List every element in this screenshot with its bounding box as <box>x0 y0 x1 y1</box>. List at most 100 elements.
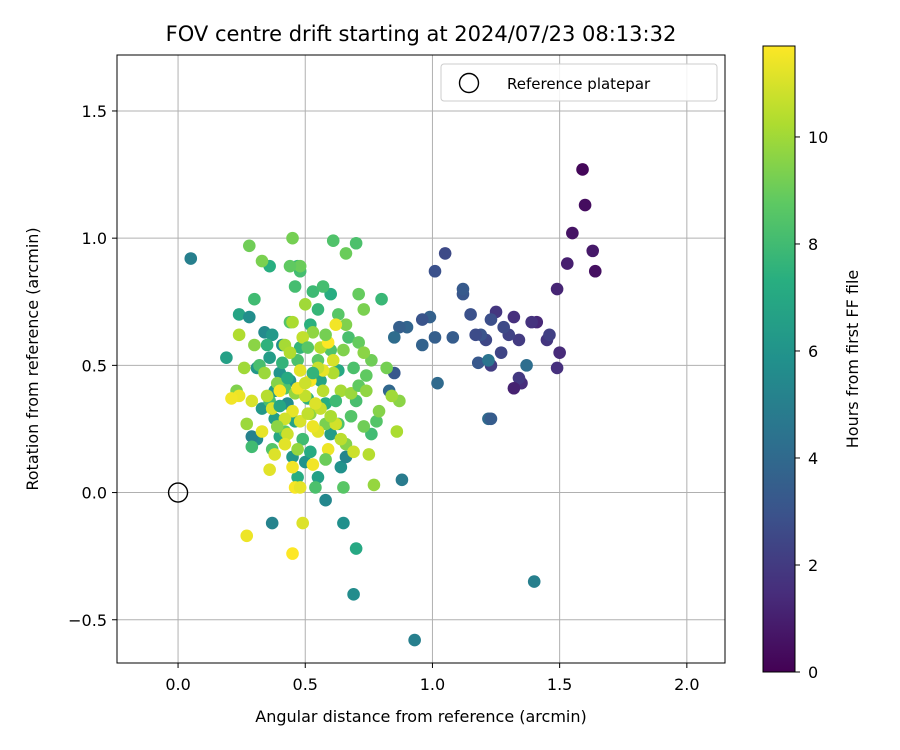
data-point <box>512 333 526 347</box>
data-point <box>408 633 421 647</box>
data-point <box>446 331 460 344</box>
colorbar-tick-label: 6 <box>808 342 818 361</box>
data-point <box>329 318 343 331</box>
data-point <box>484 412 498 426</box>
data-point <box>365 427 378 441</box>
data-point <box>553 346 566 359</box>
data-point <box>334 432 348 446</box>
legend-box <box>440 63 718 102</box>
data-point <box>367 478 381 492</box>
data-point <box>415 338 429 352</box>
y-tick-label: 0.5 <box>82 356 107 375</box>
data-point <box>286 315 299 329</box>
y-axis-label: Rotation from reference (arcmin) <box>23 227 42 490</box>
data-point <box>242 239 256 253</box>
chart-title: FOV centre drift starting at 2024/07/23 … <box>166 22 677 46</box>
x-axis-ticks: 0.0 0.5 1.0 1.5 2.0 <box>165 663 700 694</box>
data-point <box>347 361 360 375</box>
data-point <box>319 328 332 342</box>
data-point <box>237 361 251 375</box>
colorbar-gradient <box>762 45 796 673</box>
data-point <box>337 516 350 530</box>
data-point <box>415 313 429 326</box>
colorbar-ticks: 0 2 4 6 8 10 <box>795 128 828 682</box>
colorbar-label: Hours from first FF file <box>843 270 862 449</box>
data-point <box>344 387 358 400</box>
data-point <box>365 353 378 367</box>
data-point <box>578 198 592 212</box>
data-point <box>324 287 337 301</box>
data-point <box>360 369 373 382</box>
legend-marker-icon <box>458 72 480 94</box>
data-point <box>520 359 533 372</box>
data-point <box>311 470 325 484</box>
data-point <box>375 292 388 306</box>
data-point <box>550 361 564 375</box>
data-point <box>255 254 269 268</box>
data-point <box>288 280 302 293</box>
colorbar-tick-label: 0 <box>808 663 818 682</box>
data-point <box>184 252 198 265</box>
data-point <box>586 244 600 258</box>
data-point <box>393 320 406 334</box>
data-point <box>352 287 365 301</box>
data-point <box>469 328 482 342</box>
data-point <box>245 430 259 443</box>
data-point <box>428 264 442 278</box>
data-point <box>278 412 292 426</box>
data-point <box>390 425 404 438</box>
data-point <box>240 529 254 543</box>
data-point <box>566 226 579 240</box>
data-point <box>576 163 589 176</box>
data-point <box>471 356 485 370</box>
data-point <box>321 443 335 456</box>
data-point <box>258 366 271 380</box>
data-point <box>298 376 312 390</box>
data-point <box>362 448 376 461</box>
data-point <box>456 282 470 296</box>
data-point <box>380 361 393 375</box>
data-point <box>525 315 538 329</box>
data-point <box>314 374 327 387</box>
colorbar-tick-label: 2 <box>808 556 818 575</box>
data-point <box>332 308 345 321</box>
data-point <box>428 331 442 344</box>
y-tick-label: −0.5 <box>68 611 107 630</box>
data-point <box>242 310 256 324</box>
data-point <box>507 381 521 395</box>
data-point <box>301 341 315 354</box>
y-tick-label: 1.0 <box>82 229 107 248</box>
data-point <box>298 298 312 311</box>
data-point <box>286 231 299 245</box>
data-point <box>316 384 330 398</box>
data-point <box>326 234 340 248</box>
data-point <box>349 542 363 555</box>
data-point <box>293 481 307 494</box>
x-tick-label: 2.0 <box>674 675 699 694</box>
data-point <box>286 460 299 474</box>
data-point <box>339 318 353 331</box>
data-point <box>395 473 409 487</box>
data-point <box>385 389 399 403</box>
data-point <box>296 331 310 344</box>
data-point <box>240 417 254 431</box>
data-point <box>245 394 259 408</box>
data-point <box>324 427 337 441</box>
data-point <box>291 353 304 367</box>
data-point <box>291 443 304 456</box>
colorbar-tick-label: 4 <box>808 449 818 468</box>
data-point <box>464 308 477 321</box>
data-point <box>319 493 332 507</box>
data-point <box>482 353 495 367</box>
data-point <box>301 407 315 420</box>
data-point <box>232 308 246 321</box>
legend: Reference platepar <box>440 63 718 102</box>
x-tick-label: 1.5 <box>547 675 572 694</box>
plot-frame <box>116 54 726 664</box>
data-point <box>319 453 332 466</box>
data-point <box>306 366 320 380</box>
data-point <box>334 460 348 474</box>
data-point <box>270 420 284 433</box>
data-point <box>550 282 564 296</box>
